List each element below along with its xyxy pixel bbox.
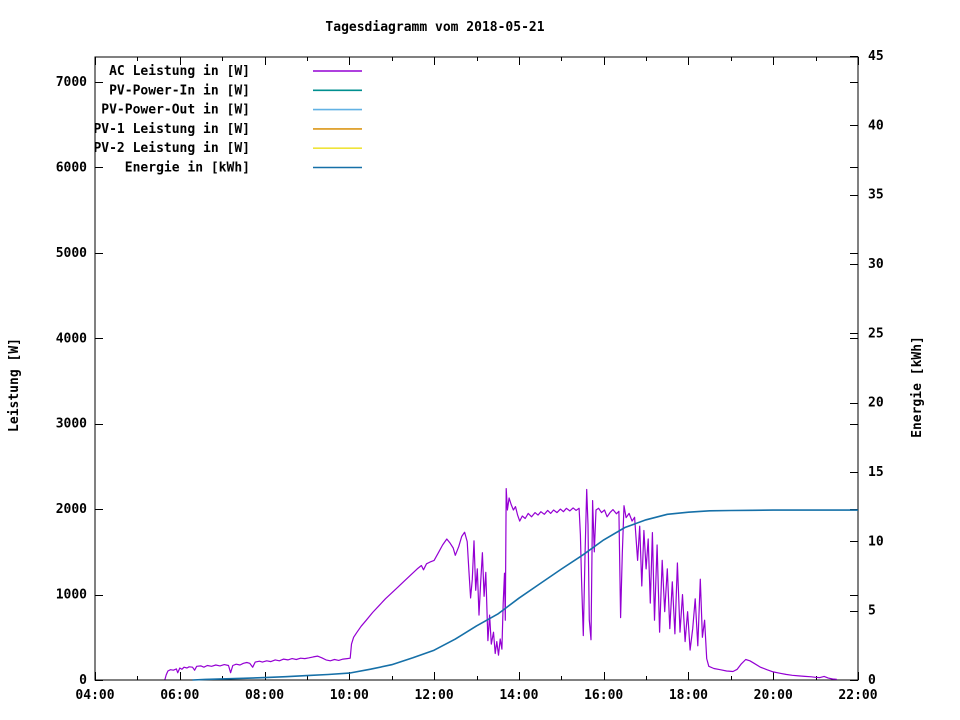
y-right-tick-label: 0: [868, 673, 876, 688]
y-left-tick-label: 7000: [56, 75, 87, 90]
y-left-tick-label: 3000: [56, 417, 87, 432]
x-tick-label: 14:00: [499, 688, 538, 703]
y-right-tick-label: 15: [868, 465, 884, 480]
x-tick-label: 20:00: [754, 688, 793, 703]
x-tick-label: 16:00: [584, 688, 623, 703]
y-left-tick-label: 0: [79, 673, 87, 688]
x-tick-label: 22:00: [838, 688, 877, 703]
x-tick-label: 10:00: [330, 688, 369, 703]
y-left-tick-label: 2000: [56, 502, 87, 517]
y-left-tick-label: 4000: [56, 331, 87, 346]
y-right-tick-label: 5: [868, 604, 876, 619]
x-tick-label: 08:00: [245, 688, 284, 703]
legend-label-4: PV-2 Leistung in [W]: [93, 141, 250, 156]
axis-ticks: [95, 56, 859, 681]
y2-axis-label: Energie [kWh]: [910, 336, 925, 438]
y-right-tick-label: 20: [868, 396, 884, 411]
y-right-tick-label: 25: [868, 326, 884, 341]
y-axis-label: Leistung [W]: [7, 338, 22, 432]
legend-label-0: AC Leistung in [W]: [109, 64, 250, 79]
plot-border: [94, 56, 859, 681]
x-tick-label: 18:00: [669, 688, 708, 703]
y-right-tick-label: 45: [868, 49, 884, 64]
legend-label-3: PV-1 Leistung in [W]: [93, 122, 250, 137]
axis-tick-labels: 04:00 06:00 08:00 10:00 12:00 14:00 16:00 18:00…: [56, 49, 884, 703]
y-right-tick-label: 30: [868, 257, 884, 272]
y-right-tick-label: 35: [868, 188, 884, 203]
y-left-tick-label: 6000: [56, 160, 87, 175]
y-right-tick-label: 40: [868, 118, 884, 133]
data-series: [164, 488, 858, 681]
x-tick-label: 04:00: [75, 688, 114, 703]
y-left-tick-label: 1000: [56, 588, 87, 603]
legend-label-5: Energie in [kWh]: [125, 161, 250, 176]
legend-label-1: PV-Power-In in [W]: [109, 83, 250, 98]
x-tick-label: 06:00: [160, 688, 199, 703]
x-tick-label: 12:00: [415, 688, 454, 703]
series-line-energie-in-kwh: [192, 509, 858, 681]
y-left-tick-label: 5000: [56, 246, 87, 261]
chart-title: Tagesdiagramm vom 2018-05-21: [325, 20, 544, 35]
series-line-ac-leistung-in-w: [164, 488, 837, 680]
y-right-tick-label: 10: [868, 534, 884, 549]
legend-label-2: PV-Power-Out in [W]: [101, 103, 250, 118]
legend: AC Leistung in [W] PV-Power-In in [W] PV-P…: [93, 64, 362, 176]
